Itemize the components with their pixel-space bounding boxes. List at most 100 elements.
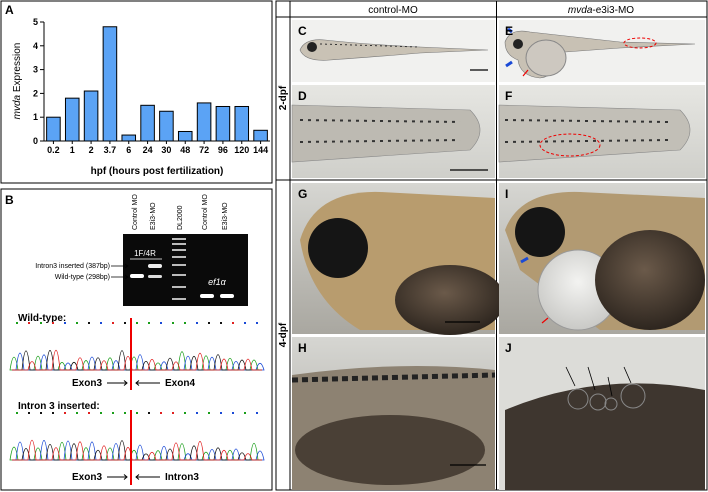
lane-label: Control MO xyxy=(202,194,209,230)
trace-title: Wild-type: xyxy=(18,313,66,324)
base-call xyxy=(208,322,210,324)
stage-label: 4-dpf xyxy=(278,322,289,347)
y-axis-label: mvda Expression xyxy=(12,43,23,120)
bar xyxy=(159,110,174,142)
base-call xyxy=(256,412,258,414)
lane-label: E3i3-MO xyxy=(222,202,229,230)
y-label-rest: Expression xyxy=(12,43,23,95)
panel-letter: C xyxy=(298,24,307,38)
stage-label: 2-dpf xyxy=(278,85,289,110)
chromatogram xyxy=(9,412,265,461)
y-tick-label: 3 xyxy=(33,65,38,75)
base-call xyxy=(244,322,246,324)
header-rest: -e3i3-MO xyxy=(592,5,634,16)
micrograph xyxy=(498,85,705,178)
base-call xyxy=(88,412,90,414)
trace-line xyxy=(9,351,262,371)
bar xyxy=(253,129,268,142)
control-gene-label: ef1α xyxy=(208,277,227,287)
panel-letter: E xyxy=(505,24,513,38)
base-call xyxy=(100,322,102,324)
x-tick-label: 120 xyxy=(234,145,249,155)
base-call xyxy=(220,322,222,324)
base-call xyxy=(124,322,126,324)
bar xyxy=(83,90,99,142)
base-call xyxy=(208,412,210,414)
micrograph xyxy=(499,183,705,334)
base-call xyxy=(160,322,162,324)
ladder-band xyxy=(172,298,186,300)
trace-line xyxy=(12,439,262,461)
base-call xyxy=(88,322,90,324)
lane-label: DL2000 xyxy=(177,205,184,230)
base-call xyxy=(40,412,42,414)
band-arrows xyxy=(111,263,129,280)
base-call xyxy=(196,412,198,414)
panel-letter: H xyxy=(298,341,307,355)
base-call xyxy=(112,322,114,324)
x-tick-label: 48 xyxy=(180,145,190,155)
x-tick-label: 24 xyxy=(143,145,153,155)
x-tick-label: 72 xyxy=(199,145,209,155)
base-call xyxy=(16,322,18,324)
panel-letter: D xyxy=(298,89,307,103)
y-label-italic: mvda xyxy=(12,94,23,119)
x-tick-label: 96 xyxy=(218,145,228,155)
column-header: mvda-e3i3-MO xyxy=(568,5,634,16)
panel-letter: I xyxy=(505,187,508,201)
x-tick-label: 30 xyxy=(161,145,171,155)
panel-a-frame xyxy=(0,0,273,184)
base-call xyxy=(28,322,30,324)
bar-chart: 0 1 2 3 4 5 0.2 1 2 3.7 6 24 30 48 72 96 120 144 xyxy=(33,17,270,155)
bar xyxy=(102,26,118,142)
ladder-band xyxy=(172,243,186,245)
base-call xyxy=(148,412,150,414)
ladder-band xyxy=(172,256,186,258)
exon-label: Exon3 xyxy=(72,378,102,389)
header-italic: mvda xyxy=(568,5,593,16)
bar xyxy=(234,105,250,142)
base-call xyxy=(148,322,150,324)
micrograph xyxy=(291,85,495,178)
band-label: Intron3 inserted (387bp) xyxy=(35,263,110,270)
micrograph xyxy=(499,337,705,490)
ladder-band xyxy=(172,274,186,276)
x-tick-label: 6 xyxy=(126,145,131,155)
y-tick-label: 0 xyxy=(33,136,38,146)
x-tick-label: 3.7 xyxy=(104,145,117,155)
micrograph xyxy=(499,20,705,82)
panel-letter: B xyxy=(5,193,14,207)
x-tick-label: 2 xyxy=(89,145,94,155)
ladder-band xyxy=(172,238,186,240)
trace-line xyxy=(12,349,262,371)
base-call xyxy=(184,412,186,414)
ladder-band xyxy=(172,249,186,251)
lane-label: E3i3-MO xyxy=(150,202,157,230)
panel-letter: F xyxy=(505,89,512,103)
base-call xyxy=(76,412,78,414)
band-label: Wild-type (298bp) xyxy=(55,274,110,281)
base-call xyxy=(124,412,126,414)
primer-label: 1F/4R xyxy=(134,249,156,258)
panel-letter: G xyxy=(298,187,307,201)
bar xyxy=(215,105,231,142)
base-call xyxy=(160,412,162,414)
micrograph xyxy=(292,183,505,335)
trace-line xyxy=(12,350,262,371)
base-call xyxy=(76,322,78,324)
exon-label: Exon4 xyxy=(165,378,195,389)
x-axis-label: hpf (hours post fertilization) xyxy=(91,166,224,177)
y-tick-label: 4 xyxy=(33,41,38,51)
base-call xyxy=(28,412,30,414)
exon-label: Exon3 xyxy=(72,472,102,483)
bar xyxy=(121,134,137,142)
bar xyxy=(64,97,80,142)
micrograph xyxy=(292,20,495,82)
base-call xyxy=(220,412,222,414)
base-call xyxy=(196,322,198,324)
panel-letter: A xyxy=(5,3,14,17)
x-tick-label: 0.2 xyxy=(47,145,60,155)
base-call xyxy=(136,322,138,324)
trace-title: Intron 3 inserted: xyxy=(18,401,100,412)
